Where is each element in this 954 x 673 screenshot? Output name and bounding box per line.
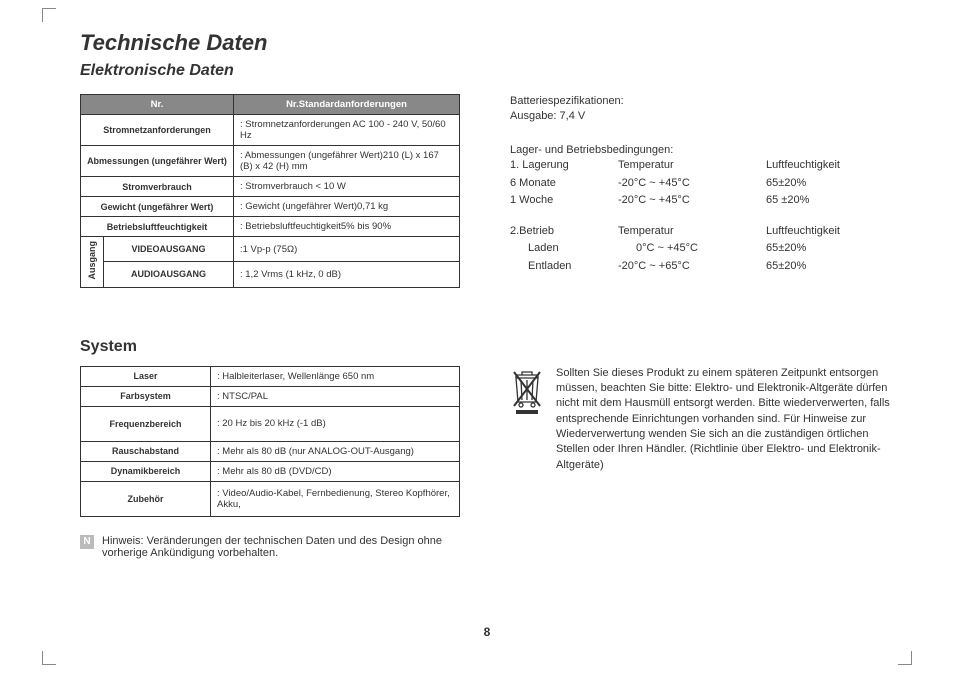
grid-cell: -20°C ~ +65°C	[618, 259, 748, 274]
note-text: Hinweis: Veränderungen der technischen D…	[102, 535, 460, 559]
grid-cell: Entladen	[510, 259, 600, 274]
output-group-label: Ausgang	[81, 237, 104, 288]
grid-cell: 1 Woche	[510, 193, 600, 208]
crop-mark	[42, 651, 56, 665]
spec-label: Laser	[81, 366, 211, 386]
spec-value: : Stromnetzanforderungen AC 100 - 240 V,…	[234, 115, 460, 146]
weee-text: Sollten Sie dieses Produkt zu einem spät…	[556, 366, 894, 474]
spec-label: Stromverbrauch	[81, 177, 234, 197]
storage-conditions-grid: 1. Lagerung Temperatur Luftfeuchtigkeit …	[510, 158, 894, 208]
spec-value: : Video/Audio-Kabel, Fernbedienung, Ster…	[211, 481, 460, 516]
grid-header: Luftfeuchtigkeit	[766, 158, 876, 173]
grid-header: Temperatur	[618, 224, 748, 239]
spec-label: Stromnetzanforderungen	[81, 115, 234, 146]
table-header: Nr.	[81, 95, 234, 115]
section-heading: Elektronische Daten	[80, 62, 894, 80]
spec-value: : Mehr als 80 dB (nur ANALOG-OUT-Ausgang…	[211, 441, 460, 461]
spec-value: : Gewicht (ungefährer Wert)0,71 kg	[234, 197, 460, 217]
grid-cell: 65±20%	[766, 241, 876, 256]
weee-bin-icon	[510, 366, 544, 419]
spec-label: Rauschabstand	[81, 441, 211, 461]
page-title: Technische Daten	[80, 30, 894, 56]
spec-label: AUDIOAUSGANG	[104, 262, 234, 287]
spec-value: : Mehr als 80 dB (DVD/CD)	[211, 461, 460, 481]
grid-cell: -20°C ~ +45°C	[618, 176, 748, 191]
operation-conditions-grid: 2.Betrieb Temperatur Luftfeuchtigkeit La…	[510, 224, 894, 274]
left-column: Laser: Halbleiterlaser, Wellenlänge 650 …	[80, 366, 460, 559]
spec-label: Frequenzbereich	[81, 406, 211, 441]
crop-mark	[42, 8, 56, 22]
spec-value: : NTSC/PAL	[211, 386, 460, 406]
grid-cell: 65 ±20%	[766, 193, 876, 208]
crop-mark	[898, 651, 912, 665]
spec-value: : Abmessungen (ungefährer Wert)210 (L) x…	[234, 146, 460, 177]
battery-title: Batteriespezifikationen:	[510, 94, 894, 109]
spec-label: Farbsystem	[81, 386, 211, 406]
spec-label: VIDEOAUSGANG	[104, 237, 234, 262]
grid-cell: -20°C ~ +45°C	[618, 193, 748, 208]
spec-label: Betriebsluftfeuchtigkeit	[81, 217, 234, 237]
spec-label: Abmessungen (ungefährer Wert)	[81, 146, 234, 177]
spec-label: Gewicht (ungefährer Wert)	[81, 197, 234, 217]
weee-notice: Sollten Sie dieses Produkt zu einem spät…	[510, 366, 894, 474]
conditions-title: Lager- und Betriebsbedingungen:	[510, 143, 894, 158]
section-heading: System	[80, 338, 894, 356]
battery-output: Ausgabe: 7,4 V	[510, 109, 894, 124]
page-number: 8	[484, 625, 491, 639]
left-column: Nr. Nr.Standardanforderungen Stromnetzan…	[80, 94, 460, 288]
grid-header: Temperatur	[618, 158, 748, 173]
note-row: N Hinweis: Veränderungen der technischen…	[80, 535, 460, 559]
table-header: Nr.Standardanforderungen	[234, 95, 460, 115]
spec-value: : Betriebsluftfeuchtigkeit5% bis 90%	[234, 217, 460, 237]
grid-cell: 6 Monate	[510, 176, 600, 191]
battery-spec: Batteriespezifikationen: Ausgabe: 7,4 V	[510, 94, 894, 125]
grid-header: Luftfeuchtigkeit	[766, 224, 876, 239]
spec-value: : Stromverbrauch < 10 W	[234, 177, 460, 197]
grid-header: 2.Betrieb	[510, 224, 600, 239]
spec-value: : 20 Hz bis 20 kHz (-1 dB)	[211, 406, 460, 441]
grid-cell: 65±20%	[766, 259, 876, 274]
spec-value: : Halbleiterlaser, Wellenlänge 650 nm	[211, 366, 460, 386]
right-column: Sollten Sie dieses Produkt zu einem spät…	[510, 366, 894, 559]
grid-header: 1. Lagerung	[510, 158, 600, 173]
grid-cell: 65±20%	[766, 176, 876, 191]
grid-cell: Laden	[510, 241, 600, 256]
note-icon: N	[80, 535, 94, 549]
system-spec-table: Laser: Halbleiterlaser, Wellenlänge 650 …	[80, 366, 460, 517]
spec-value: :1 Vp-p (75Ω)	[234, 237, 460, 262]
spec-label: Zubehör	[81, 481, 211, 516]
spec-value: : 1,2 Vrms (1 kHz, 0 dB)	[234, 262, 460, 287]
right-column: Batteriespezifikationen: Ausgabe: 7,4 V …	[510, 94, 894, 288]
page-content: Technische Daten Elektronische Daten Nr.…	[80, 30, 894, 643]
grid-cell: 0°C ~ +45°C	[618, 241, 748, 256]
spec-label: Dynamikbereich	[81, 461, 211, 481]
electronic-spec-table: Nr. Nr.Standardanforderungen Stromnetzan…	[80, 94, 460, 288]
